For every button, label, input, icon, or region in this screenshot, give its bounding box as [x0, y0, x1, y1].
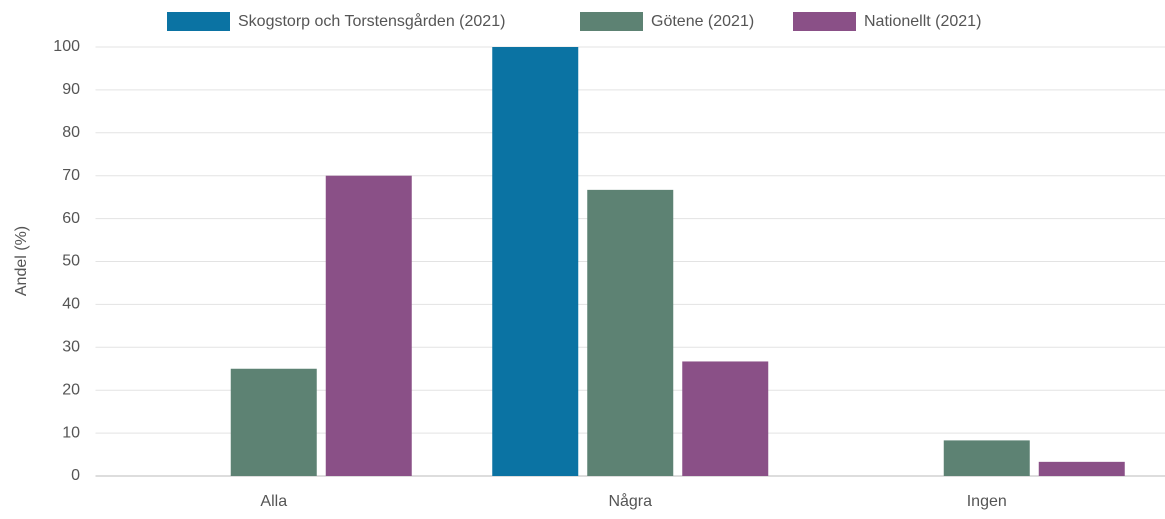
y-tick-label: 70 [62, 167, 80, 184]
legend-label: Skogstorp och Torstensgården (2021) [238, 12, 505, 30]
y-tick-label: 0 [71, 467, 80, 484]
legend-label: Götene (2021) [651, 13, 754, 30]
legend-label: Nationellt (2021) [864, 13, 981, 30]
x-tick-label: Alla [260, 493, 287, 510]
legend-swatch [793, 12, 856, 31]
bar [325, 175, 412, 476]
legend-swatch [167, 12, 230, 31]
bar [682, 361, 769, 476]
y-tick-label: 100 [53, 38, 80, 55]
bar [492, 47, 579, 476]
bar [1038, 461, 1125, 476]
y-tick-label: 30 [62, 339, 80, 356]
y-tick-label: 50 [62, 253, 80, 270]
x-tick-label: Några [608, 492, 652, 510]
y-tick-label: 10 [62, 424, 80, 441]
y-tick-label: 90 [62, 81, 80, 98]
x-tick-label: Ingen [967, 493, 1007, 510]
legend-swatch [580, 12, 643, 31]
y-tick-label: 40 [62, 296, 80, 313]
bar [943, 440, 1030, 476]
bar [230, 368, 317, 476]
y-tick-label: 80 [62, 124, 80, 141]
y-axis-label: Andel (%) [13, 226, 30, 296]
y-tick-label: 60 [62, 210, 80, 227]
y-tick-label: 20 [62, 381, 80, 398]
bar [587, 189, 674, 476]
